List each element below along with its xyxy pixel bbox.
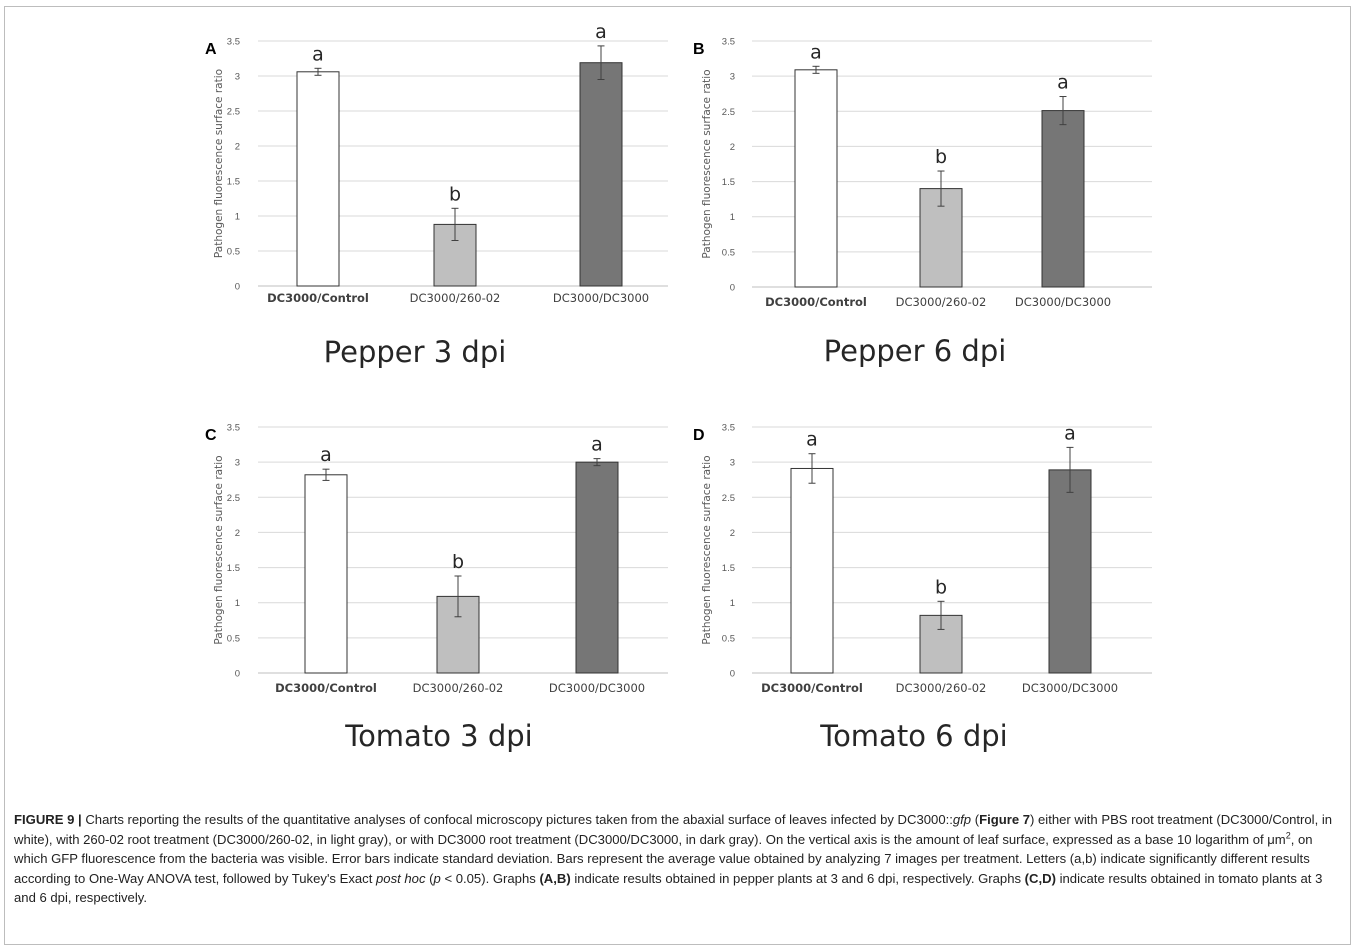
panel-a-ytick-label: 1 <box>235 212 240 223</box>
panel-d-ytick-label: 0 <box>730 669 735 680</box>
panel-a-title: Pepper 3 dpi <box>324 335 507 369</box>
panel-a-ytick-label: 0.5 <box>227 247 240 258</box>
caption-ab: (A,B) <box>539 870 571 886</box>
panel-d-letter: D <box>693 427 705 444</box>
panel-d-ytick-label: 0.5 <box>722 633 735 644</box>
panel-d-significance-letter: a <box>1064 422 1076 444</box>
panel-d-category-label: DC3000/DC3000 <box>1022 681 1118 695</box>
panel-a-category-label: DC3000/260-02 <box>410 291 501 305</box>
panel-a-ytick-label: 2 <box>235 142 240 153</box>
panel-b-significance-letter: a <box>1057 72 1069 94</box>
panel-d-ytick-label: 1.5 <box>722 563 735 574</box>
panel-b-significance-letter: a <box>810 41 822 63</box>
panel-b-category-label: DC3000/DC3000 <box>1015 295 1111 309</box>
caption-text-2: ( <box>971 812 980 827</box>
panel-a-category-label: DC3000/DC3000 <box>553 291 649 305</box>
panel-c-category-label: DC3000/DC3000 <box>549 681 645 695</box>
figure-caption: FIGURE 9 | Charts reporting the results … <box>14 810 1334 908</box>
panel-a-ytick-label: 3.5 <box>227 37 240 48</box>
panel-c-significance-letter: a <box>320 444 332 466</box>
panel-c-ylabel: Pathogen fluorescence surface ratio <box>213 455 225 644</box>
panel-b-bar <box>794 69 838 288</box>
panel-d-ytick-label: 3.5 <box>722 423 735 434</box>
caption-cd: (C,D) <box>1024 870 1056 886</box>
caption-text-3: ) either with PBS root treatment (DC3000… <box>14 812 1333 847</box>
panel-d-ytick-label: 3 <box>730 458 735 469</box>
panel-a-bar <box>296 71 340 287</box>
panel-b-letter: B <box>693 41 705 58</box>
caption-sup: 2 <box>1285 830 1291 841</box>
panel-b-ytick-label: 1.5 <box>722 177 735 188</box>
panel-d-bar <box>790 467 834 674</box>
panel-d-ytick-label: 2.5 <box>722 493 735 504</box>
caption-text-6: < 0.05). Graphs <box>440 870 540 886</box>
panel-b-significance-letter: b <box>935 146 947 168</box>
panel-c-ytick-label: 3 <box>235 458 240 469</box>
caption-p: p <box>433 870 441 886</box>
panel-a-letter: A <box>205 41 217 58</box>
panel-b-ytick-label: 2.5 <box>722 107 735 118</box>
panel-c-bar <box>575 461 619 674</box>
panel-d-category-label: DC3000/Control <box>761 681 863 695</box>
panel-c-significance-letter: b <box>452 551 464 573</box>
panel-d-ytick-label: 1 <box>730 598 735 609</box>
panel-d-significance-letter: a <box>806 429 818 451</box>
figure-frame <box>4 6 1351 945</box>
panel-c-ytick-label: 0 <box>235 669 240 680</box>
panel-d-significance-letter: b <box>935 576 947 598</box>
panel-b-ytick-label: 0.5 <box>722 247 735 258</box>
panel-d-bar <box>1048 469 1092 674</box>
caption-text-4: , on which GFP fluorescence from the bac… <box>14 831 1313 886</box>
panel-b-bar <box>1041 110 1085 288</box>
panel-a-significance-letter: a <box>595 21 607 43</box>
panel-c-ytick-label: 2.5 <box>227 493 240 504</box>
caption-figure-ref[interactable]: Figure 7 <box>979 812 1031 827</box>
panel-a-ytick-label: 3 <box>235 72 240 83</box>
panel-b-ytick-label: 3 <box>730 72 735 83</box>
caption-figure-label: FIGURE 9 | <box>14 812 82 827</box>
panel-c-ytick-label: 1.5 <box>227 563 240 574</box>
panel-c-letter: C <box>205 427 217 444</box>
panel-b-title: Pepper 6 dpi <box>824 334 1007 368</box>
panel-b-ytick-label: 3.5 <box>722 37 735 48</box>
panel-d-ylabel: Pathogen fluorescence surface ratio <box>701 455 713 644</box>
panel-b-ytick-label: 1 <box>730 212 735 223</box>
panel-c-category-label: DC3000/260-02 <box>413 681 504 695</box>
caption-text-8: indicate results obtained in tomato plan… <box>14 870 1323 906</box>
panel-c-category-label: DC3000/Control <box>275 681 377 695</box>
panel-a-significance-letter: a <box>312 43 324 65</box>
panel-b-category-label: DC3000/260-02 <box>896 295 987 309</box>
caption-text-7: indicate results obtained in pepper plan… <box>570 870 1025 886</box>
panel-c-bar <box>304 474 348 674</box>
caption-post-hoc: post hoc <box>376 870 426 886</box>
caption-gfp: gfp <box>952 812 972 827</box>
charts-canvas: A 0 0.5 1 1.5 2 2.5 3 3.5 Pathogen fluorescence s… <box>205 21 1152 753</box>
panel-b-ylabel: Pathogen fluorescence surface ratio <box>701 69 713 258</box>
panel-d-category-label: DC3000/260-02 <box>896 681 987 695</box>
panel-a-category-label: DC3000/Control <box>267 291 369 305</box>
panel-b-ytick-label: 0 <box>730 283 735 294</box>
panel-c-ytick-label: 2 <box>235 528 240 539</box>
caption-text-5: ( <box>425 870 434 886</box>
panel-a-bar <box>579 62 623 287</box>
panel-a-ytick-label: 0 <box>235 282 240 293</box>
panel-a-ytick-label: 2.5 <box>227 107 240 118</box>
panel-b-ytick-label: 2 <box>730 142 735 153</box>
panel-d-ytick-label: 2 <box>730 528 735 539</box>
panel-c-significance-letter: a <box>591 434 603 456</box>
panel-c-title: Tomato 3 dpi <box>344 719 532 753</box>
panel-a-ytick-label: 1.5 <box>227 177 240 188</box>
panel-a-ylabel: Pathogen fluorescence surface ratio <box>213 69 225 258</box>
panel-a-significance-letter: b <box>449 183 461 205</box>
panel-c-ytick-label: 0.5 <box>227 633 240 644</box>
panel-b-category-label: DC3000/Control <box>765 295 867 309</box>
panel-c-ytick-label: 3.5 <box>227 423 240 434</box>
panel-c-ytick-label: 1 <box>235 598 240 609</box>
caption-text-1: Charts reporting the results of the quan… <box>81 812 953 827</box>
panel-d-title: Tomato 6 dpi <box>819 719 1007 753</box>
